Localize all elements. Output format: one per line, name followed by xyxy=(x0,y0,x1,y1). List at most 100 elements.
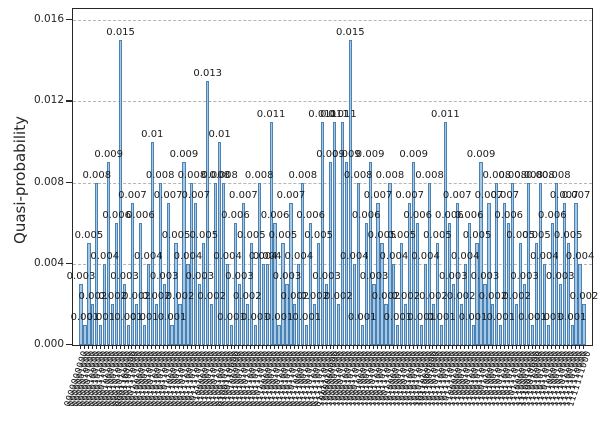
bar xyxy=(214,182,218,345)
y-tick-label: 0.004 xyxy=(33,256,64,269)
y-tick xyxy=(66,262,72,265)
x-tick xyxy=(254,345,256,349)
bar-value-label: 0.002 xyxy=(371,291,401,303)
bar-value-label: 0.008 xyxy=(209,169,238,181)
bar-value-label: 0.002 xyxy=(446,291,476,303)
bar xyxy=(372,284,376,345)
bar xyxy=(142,324,146,345)
bar-value-label: 0.003 xyxy=(225,271,254,283)
bar xyxy=(392,263,396,345)
x-tick xyxy=(167,345,169,349)
x-tick xyxy=(416,345,418,349)
x-tick xyxy=(238,345,240,349)
gridline xyxy=(73,263,592,265)
x-tick xyxy=(270,345,272,349)
x-tick xyxy=(575,345,577,349)
x-tick xyxy=(503,345,505,349)
bar xyxy=(237,284,241,345)
x-tick xyxy=(190,345,192,349)
plot-area: 0.003 0.001 0.005 0.002 0.008 0.001 0.004 0.009… xyxy=(67,8,598,346)
x-tick xyxy=(392,345,394,349)
bar xyxy=(519,243,523,345)
bar xyxy=(332,121,337,345)
bar xyxy=(134,304,139,345)
bar-value-label: 0.005 xyxy=(522,230,551,242)
bar-value-label: 0.008 xyxy=(288,169,318,181)
bar xyxy=(364,223,368,345)
bar-value-label: 0.007 xyxy=(363,189,393,201)
bar-value-label: 0.001 xyxy=(86,311,116,323)
bar xyxy=(487,202,491,345)
bar-value-label: 0.006 xyxy=(351,210,381,222)
x-tick xyxy=(182,345,184,349)
x-tick xyxy=(396,345,398,349)
bar xyxy=(249,243,253,345)
x-tick xyxy=(198,345,200,349)
x-tick xyxy=(444,345,446,349)
x-tick xyxy=(143,345,145,349)
bar-value-label: 0.008 xyxy=(514,169,543,181)
bar-value-label: 0.003 xyxy=(110,271,139,283)
x-tick xyxy=(147,345,149,349)
bar xyxy=(455,202,459,345)
x-tick xyxy=(345,345,347,349)
bar xyxy=(138,223,142,345)
x-tick xyxy=(301,345,303,349)
x-tick xyxy=(428,345,430,349)
bar xyxy=(534,243,539,345)
bar xyxy=(344,162,348,345)
x-tick xyxy=(432,345,434,349)
bar xyxy=(388,182,392,345)
x-tick xyxy=(515,345,517,349)
bar xyxy=(206,80,210,345)
bar xyxy=(285,284,289,345)
x-tick xyxy=(388,345,390,349)
bar-value-label: 0.004 xyxy=(339,250,369,262)
bar xyxy=(313,304,317,345)
x-tick xyxy=(107,345,109,349)
x-tick xyxy=(480,345,482,349)
bar xyxy=(309,223,313,345)
bar xyxy=(277,324,281,345)
x-tick xyxy=(412,345,414,349)
bar-value-label: 0.002 xyxy=(122,291,151,303)
x-tick xyxy=(448,345,450,349)
x-tick xyxy=(527,345,529,349)
bar xyxy=(158,182,162,345)
bar-value-label: 0.001 xyxy=(130,311,159,323)
bar xyxy=(91,304,95,345)
bar-value-label: 0.011 xyxy=(320,108,349,120)
bar-value-label: 0.002 xyxy=(419,291,448,303)
x-tick xyxy=(321,345,323,349)
bar-value-label: 0.004 xyxy=(284,250,314,262)
x-tick xyxy=(99,345,101,349)
x-tick xyxy=(341,345,343,349)
bar xyxy=(538,182,543,345)
bar-value-label: 0.001 xyxy=(534,311,563,323)
x-tick xyxy=(266,345,268,349)
bar xyxy=(328,162,333,345)
bar-value-label: 0.007 xyxy=(118,189,147,201)
bar xyxy=(507,223,511,345)
bar-value-label: 0.009 xyxy=(399,149,429,161)
bar-value-label: 0.007 xyxy=(153,189,183,201)
bar xyxy=(515,304,519,345)
bar xyxy=(111,304,115,345)
bar xyxy=(174,243,178,345)
bar xyxy=(241,202,245,345)
x-tick xyxy=(408,345,410,349)
bar xyxy=(546,324,550,345)
bar-value-label: 0.002 xyxy=(233,291,262,303)
bar-value-label: 0.006 xyxy=(494,210,524,222)
bar xyxy=(562,202,566,345)
bar-value-label: 0.001 xyxy=(518,311,547,323)
bar-value-label: 0.005 xyxy=(189,230,219,242)
bar-value-label: 0.001 xyxy=(217,311,246,323)
x-tick xyxy=(293,345,295,349)
bar-value-label: 0.001 xyxy=(70,311,100,323)
bar xyxy=(423,263,428,345)
bar xyxy=(265,263,269,345)
x-tick xyxy=(400,345,402,349)
bar xyxy=(550,223,554,345)
